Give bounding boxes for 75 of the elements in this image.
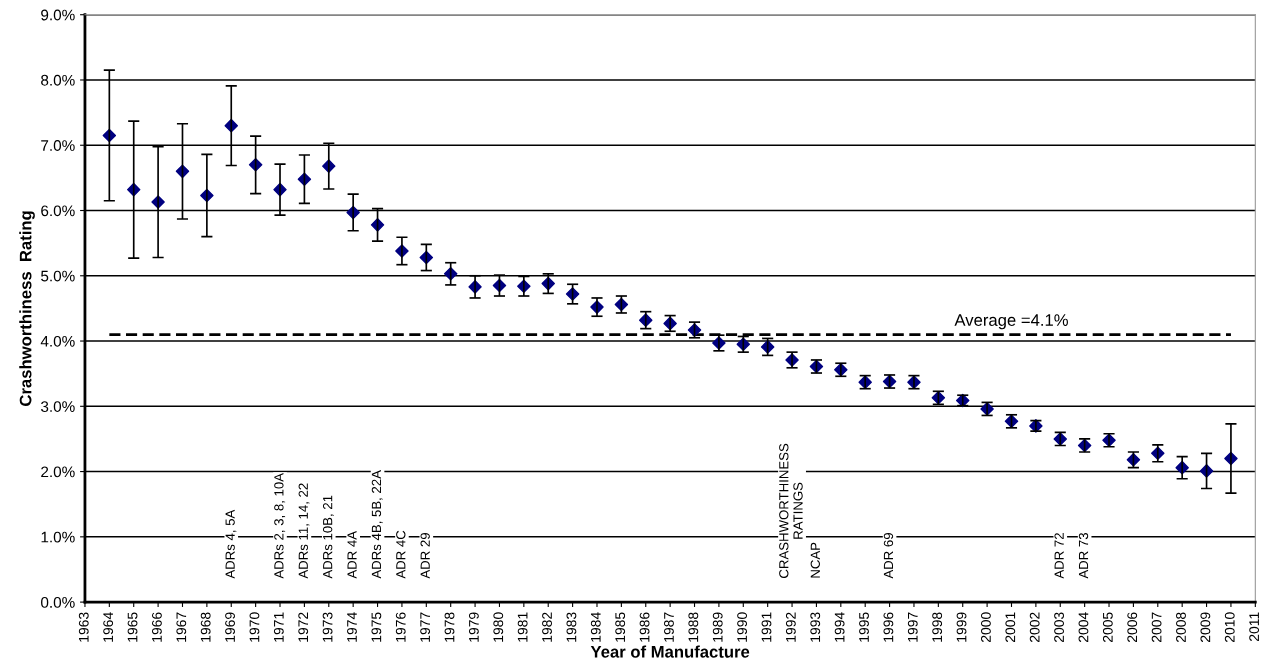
- x-tick-label: 2000: [981, 612, 991, 643]
- annotation: ADRs 4, 5A: [225, 509, 237, 579]
- x-tick-label: 1981: [517, 612, 528, 642]
- x-tick-label: 1963: [78, 612, 89, 642]
- x-tick-label: 1987: [664, 612, 674, 642]
- x-tick-label: 1971: [273, 612, 284, 642]
- annotation: ADRs 2, 3, 8, 10A: [274, 473, 286, 579]
- annotation: NCAP: [810, 542, 820, 578]
- y-tick-label: 3.0%: [40, 401, 75, 412]
- annotation: ADR 72: [1054, 533, 1064, 579]
- y-tick-label: 9.0%: [41, 9, 75, 21]
- x-tick-label: 2001: [1005, 612, 1016, 643]
- x-tick-label: 1986: [639, 612, 650, 642]
- x-tick-label: 1984: [590, 612, 601, 642]
- x-tick-label: 1999: [956, 612, 967, 642]
- x-tick-label: 1973: [322, 612, 333, 642]
- annotation: ADR 29: [420, 533, 430, 579]
- x-tick-label: 1970: [249, 612, 260, 642]
- x-tick-label: 1991: [761, 612, 772, 642]
- x-tick-label: 2011: [1249, 612, 1260, 641]
- annotation: ADR 73: [1078, 532, 1089, 579]
- x-tick-label: 1993: [810, 612, 821, 642]
- x-tick-label: 1974: [347, 612, 357, 642]
- x-tick-label: 1965: [127, 612, 138, 642]
- y-tick-label: 6.0%: [41, 205, 75, 217]
- x-tick-label: 1983: [566, 612, 577, 642]
- x-tick-label: 1994: [834, 612, 845, 642]
- x-tick-label: 1982: [542, 612, 552, 642]
- annotation: ADRs 10B, 21: [322, 495, 334, 579]
- x-tick-label: 2005: [1102, 612, 1113, 643]
- y-tick-label: 0.0%: [41, 596, 75, 608]
- x-tick-label: 1995: [859, 612, 869, 642]
- x-tick-label: 1976: [395, 612, 406, 642]
- y-tick-label: 1.0%: [41, 531, 75, 543]
- x-tick-label: 1979: [468, 612, 479, 642]
- x-tick-label: 1977: [420, 612, 431, 642]
- x-tick-label: 1972: [298, 612, 309, 642]
- ref-line-label: Average =4.1%: [954, 314, 1068, 330]
- x-tick-label: 1989: [712, 612, 723, 642]
- x-tick-label: 2009: [1200, 612, 1211, 643]
- x-tick-label: 1998: [932, 612, 943, 642]
- y-tick-label: 7.0%: [41, 140, 75, 151]
- y-tick-label: 4.0%: [40, 335, 75, 347]
- y-tick-label: 8.0%: [41, 74, 75, 86]
- x-tick-label: 1996: [883, 612, 894, 642]
- x-tick-label: 1990: [737, 612, 748, 642]
- x-tick-label: 1978: [444, 612, 455, 642]
- x-tick-label: 1980: [493, 612, 504, 642]
- x-tick-label: 2006: [1127, 612, 1138, 643]
- x-tick-label: 1967: [176, 612, 187, 642]
- x-tick-label: 1968: [200, 612, 211, 642]
- x-tick-label: 2002: [1029, 612, 1040, 643]
- y-tick-label: 5.0%: [41, 270, 75, 282]
- x-tick-label: 1975: [371, 612, 382, 642]
- x-tick-label: 1992: [785, 612, 796, 642]
- x-tick-label: 2003: [1054, 612, 1064, 643]
- x-tick-label: 1997: [907, 612, 918, 642]
- x-axis-title: Year of Manufacture: [590, 645, 750, 658]
- annotation: ADR 4A: [347, 530, 357, 579]
- x-tick-label: 1988: [688, 612, 699, 642]
- annotation: ADR 69: [883, 533, 894, 579]
- x-tick-label: 2008: [1176, 612, 1186, 643]
- y-tick-label: 2.0%: [41, 466, 75, 478]
- annotation: ADR 4C: [396, 530, 406, 579]
- x-tick-label: 1964: [103, 612, 114, 642]
- x-tick-label: 2004: [1078, 612, 1089, 643]
- x-tick-label: 1969: [225, 612, 235, 642]
- x-tick-label: 2010: [1224, 612, 1235, 643]
- annotation: CRASHWORTHINESS RATINGS: [779, 443, 803, 578]
- x-tick-label: 1966: [152, 612, 162, 642]
- x-tick-label: 2007: [1151, 612, 1162, 643]
- annotation: ADRs 11, 14, 22: [298, 483, 310, 579]
- annotation: ADRs 4B, 5B, 22A: [371, 470, 383, 579]
- y-axis-title: Crashworthiness Rating: [19, 211, 35, 406]
- x-tick-label: 1985: [615, 612, 626, 642]
